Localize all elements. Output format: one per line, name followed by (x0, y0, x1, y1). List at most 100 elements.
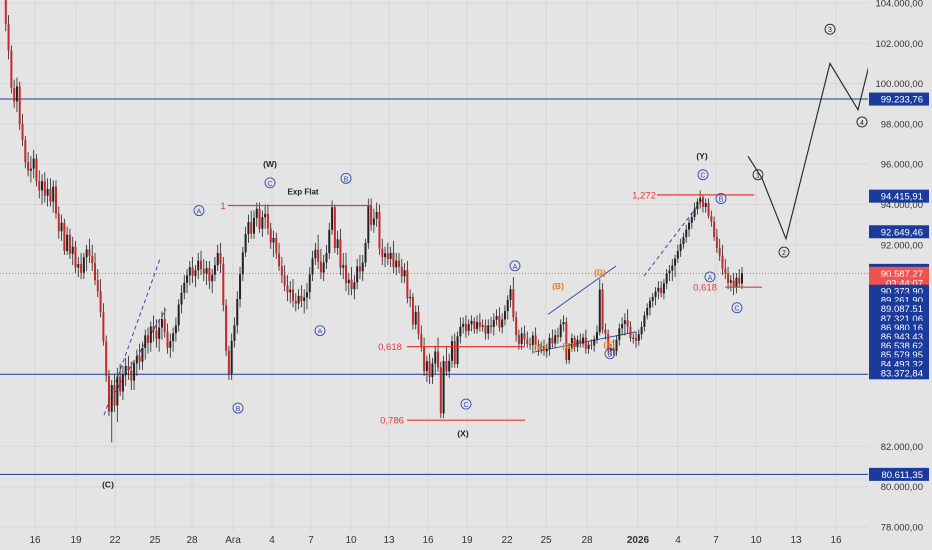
candle-body (322, 262, 325, 273)
candle-body (509, 289, 512, 300)
candle-body (127, 365, 130, 371)
candle-body (233, 325, 236, 341)
time-tick: 16 (830, 535, 842, 546)
candle-body (163, 319, 166, 332)
candle-body (570, 337, 573, 348)
candle-body (336, 239, 339, 249)
candle-body (255, 208, 258, 218)
price-tick: 104.000,00 (875, 0, 923, 10)
candle-body (94, 263, 97, 281)
candle-body (135, 356, 138, 364)
price-label-text: 89.087,51 (881, 304, 923, 315)
candle-body (495, 315, 498, 320)
candle-body (584, 337, 587, 349)
price-label-text: 84.493,32 (881, 359, 923, 370)
candle-body (35, 158, 38, 182)
candle-body (225, 305, 228, 351)
candle-body (378, 212, 381, 249)
candle-body (487, 325, 490, 334)
wave-circle-icon (697, 169, 709, 181)
candle-body (565, 322, 568, 360)
candle-body (559, 324, 562, 337)
candle-body (342, 265, 345, 268)
candle-body (166, 331, 169, 348)
time-tick: 28 (581, 535, 593, 546)
candle-body (531, 335, 534, 345)
candle-body (149, 326, 152, 343)
candle-body (623, 320, 626, 325)
candle-body (124, 365, 127, 375)
price-label-badge (869, 225, 929, 239)
candle-body (640, 326, 643, 335)
price-label-badge (869, 92, 929, 106)
wave-circle-icon (856, 116, 868, 128)
candle-body (252, 217, 255, 234)
wave-circle-label: C (700, 173, 705, 180)
price-label-text: 90.587,27 (881, 269, 923, 280)
trend-line (643, 196, 705, 277)
candle-body (671, 265, 674, 271)
price-label-text: 85.579,95 (881, 350, 923, 361)
candle-body (621, 324, 624, 329)
candle-body (506, 299, 509, 312)
candle-body (729, 280, 732, 283)
candle-body (626, 320, 629, 327)
candle-body (138, 356, 141, 362)
price-label-badge (869, 366, 929, 380)
candle-body (10, 50, 13, 88)
candle-body (177, 304, 180, 326)
candle-body (339, 239, 342, 268)
candle-body (292, 289, 295, 301)
candle-body (180, 292, 183, 305)
horizontal-levels[interactable] (0, 98, 868, 475)
candle-body (121, 374, 124, 392)
candle-body (280, 266, 283, 276)
candle-body (534, 335, 537, 346)
candle-body (169, 341, 172, 348)
candle-body (199, 260, 202, 270)
candle-body (211, 274, 214, 282)
candle-body (15, 86, 18, 102)
candle-body (738, 277, 741, 284)
candle-body (615, 339, 618, 352)
fib-level-label: 0,786 (380, 416, 404, 427)
wave-label: (D) (594, 268, 606, 278)
candle-body (473, 320, 476, 330)
candle-body (258, 208, 261, 229)
candle-body (119, 376, 122, 392)
wave-circle-icon (824, 23, 836, 35)
candle-body (548, 337, 551, 350)
candle-body (512, 289, 515, 318)
candle-body (319, 261, 322, 273)
wave-circle-label: C (463, 402, 468, 409)
time-tick: 7 (308, 535, 314, 546)
candle-body (713, 221, 716, 237)
wave-label: (A) (534, 342, 546, 352)
candle-body (551, 337, 554, 344)
candle-body (155, 330, 158, 339)
price-label-text: 99.233,76 (881, 95, 923, 106)
time-axis-bg (0, 532, 932, 550)
time-tick: 22 (109, 535, 121, 546)
candle-body (353, 282, 356, 290)
candle-body (674, 258, 677, 266)
price-tick: 96.000,00 (881, 160, 923, 171)
wave-circle-label: A (513, 264, 518, 271)
candle-body (657, 287, 660, 292)
candle-body (409, 296, 412, 299)
candle-body (358, 266, 361, 272)
candle-body (133, 363, 136, 381)
price-label-text: 94.415,91 (881, 192, 923, 203)
candle-body (375, 212, 378, 219)
candle-body (715, 236, 718, 248)
wave-circle-icon (314, 325, 326, 337)
wave-circle-icon (778, 246, 790, 258)
candle-body (356, 266, 359, 283)
candle-body (598, 289, 601, 333)
candle-body (247, 222, 250, 235)
price-label-text: 86.980,16 (881, 323, 923, 334)
candle-body (434, 351, 437, 364)
candle-body (364, 243, 367, 263)
candle-body (141, 347, 144, 362)
